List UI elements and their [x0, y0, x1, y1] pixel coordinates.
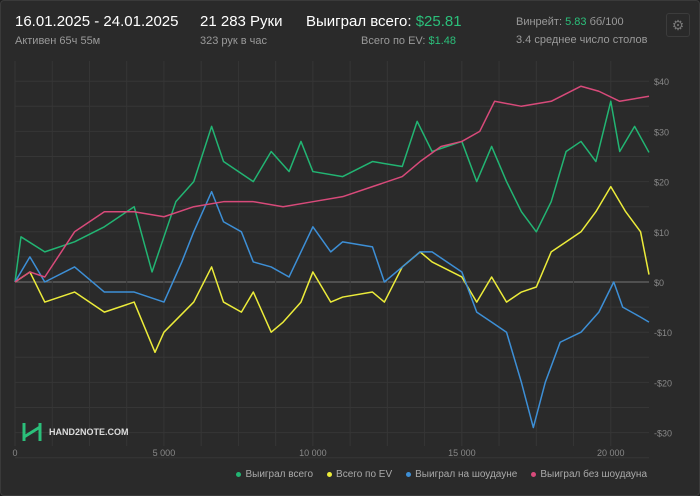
- y-tick-label: -$20: [654, 378, 672, 388]
- series-line-3: [14, 85, 650, 283]
- winrate-value: 5.83: [565, 16, 587, 28]
- x-tick-label: 20 000: [597, 448, 625, 458]
- x-tick-label: 15 000: [448, 448, 476, 458]
- legend-label: Выиграл всего: [245, 469, 314, 480]
- legend-dot: [327, 471, 333, 477]
- x-tick-label: 0: [12, 448, 17, 458]
- winrate-unit: бб/100: [589, 16, 624, 28]
- legend-label: Всего по EV: [336, 469, 393, 480]
- avg-tables: 3.4 среднее число столов: [516, 34, 648, 46]
- won-total: Выиграл всего: $25.81: [306, 13, 462, 30]
- legend-item-0[interactable]: Выиграл всего: [236, 469, 313, 480]
- won-value: $25.81: [415, 13, 462, 30]
- y-tick-label: $0: [654, 278, 664, 288]
- legend-label: Выиграл без шоудауна: [540, 469, 647, 480]
- hand2note-logo: HAND2NOTE.COM: [21, 421, 129, 443]
- series-line-2: [14, 190, 650, 429]
- y-tick-label: $30: [654, 127, 669, 137]
- legend-label: Выиграл на шоудауне: [415, 469, 518, 480]
- legend: Выиграл всего Всего по EV Выиграл на шоу…: [236, 469, 647, 480]
- hands-count: 21 283 Руки: [200, 13, 283, 30]
- logo-text: HAND2NOTE.COM: [49, 427, 129, 437]
- x-tick-label: 5 000: [153, 448, 176, 458]
- winrate: Винрейт: 5.83 бб/100: [516, 16, 624, 28]
- gear-icon[interactable]: ⚙: [666, 13, 690, 37]
- ev-total: Всего по EV: $1.48: [361, 35, 456, 47]
- series-line-1: [14, 185, 650, 354]
- logo-icon: [22, 423, 42, 441]
- ev-label: Всего по EV:: [361, 35, 426, 47]
- won-label: Выиграл всего:: [306, 13, 412, 30]
- y-tick-label: -$10: [654, 328, 672, 338]
- x-tick-label: 10 000: [299, 448, 327, 458]
- y-tick-label: $20: [654, 178, 669, 188]
- y-tick-label: $40: [654, 77, 669, 87]
- y-tick-label: -$30: [654, 429, 672, 439]
- date-range: 16.01.2025 - 24.01.2025: [15, 13, 179, 30]
- legend-dot: [531, 471, 537, 477]
- legend-item-2[interactable]: Выиграл на шоудауне: [406, 469, 517, 480]
- y-tick-label: $10: [654, 228, 669, 238]
- series-line-0: [14, 100, 650, 283]
- hands-per-hour: 323 рук в час: [200, 35, 268, 47]
- legend-item-3[interactable]: Выиграл без шоудауна: [531, 469, 647, 480]
- legend-dot: [236, 471, 242, 477]
- ev-value: $1.48: [428, 35, 456, 47]
- legend-dot: [406, 471, 412, 477]
- active-time: Активен 65ч 55м: [15, 35, 101, 47]
- winrate-label: Винрейт:: [516, 16, 563, 28]
- legend-item-1[interactable]: Всего по EV: [327, 469, 392, 480]
